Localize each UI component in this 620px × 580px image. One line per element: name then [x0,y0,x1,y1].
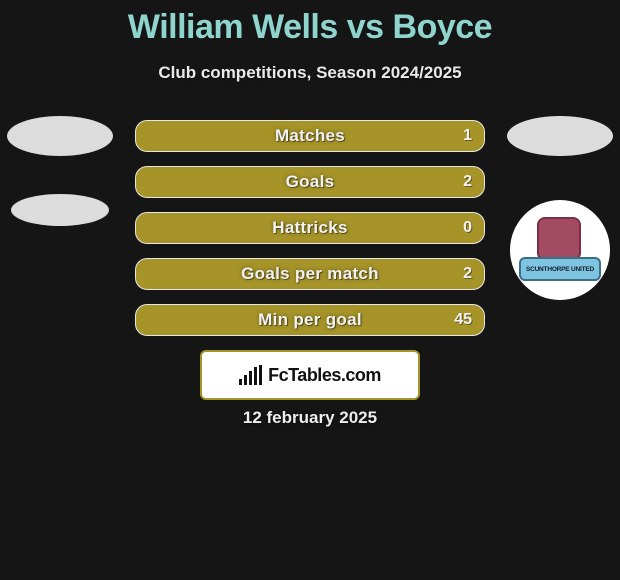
title-player2: Boyce [393,8,493,46]
stat-label: Min per goal [136,305,484,335]
title-vs: vs [347,8,384,46]
stat-label: Hattricks [136,213,484,243]
subtitle: Club competitions, Season 2024/2025 [0,63,620,83]
stat-value-right: 1 [463,121,472,151]
stat-row-goals: Goals 2 [135,166,485,198]
stat-row-goals-per-match: Goals per match 2 [135,258,485,290]
stats-panel: Matches 1 Goals 2 Hattricks 0 Goals per … [135,120,485,336]
player1-club-placeholder-icon [11,194,109,226]
date-line: 12 february 2025 [0,408,620,428]
title-player1: William Wells [128,8,338,46]
club-badge-icon: SCUNTHORPE UNITED [525,215,595,285]
stat-value-right: 2 [463,259,472,289]
stat-label: Goals [136,167,484,197]
stat-value-right: 0 [463,213,472,243]
stat-row-matches: Matches 1 [135,120,485,152]
brand-text: FcTables.com [268,365,381,386]
page-title: William Wells vs Boyce [0,0,620,47]
club-badge-ribbon: SCUNTHORPE UNITED [519,257,601,281]
stat-label: Matches [136,121,484,151]
stat-value-right: 2 [463,167,472,197]
left-player-column [0,116,120,226]
right-player-column: SCUNTHORPE UNITED [500,116,620,300]
brand-box[interactable]: FcTables.com [200,350,420,400]
player2-club-badge: SCUNTHORPE UNITED [510,200,610,300]
stat-row-min-per-goal: Min per goal 45 [135,304,485,336]
player1-avatar-placeholder-icon [7,116,113,156]
stat-value-right: 45 [454,305,472,335]
player2-avatar-placeholder-icon [507,116,613,156]
bar-chart-icon [239,365,262,385]
stat-row-hattricks: Hattricks 0 [135,212,485,244]
stat-label: Goals per match [136,259,484,289]
